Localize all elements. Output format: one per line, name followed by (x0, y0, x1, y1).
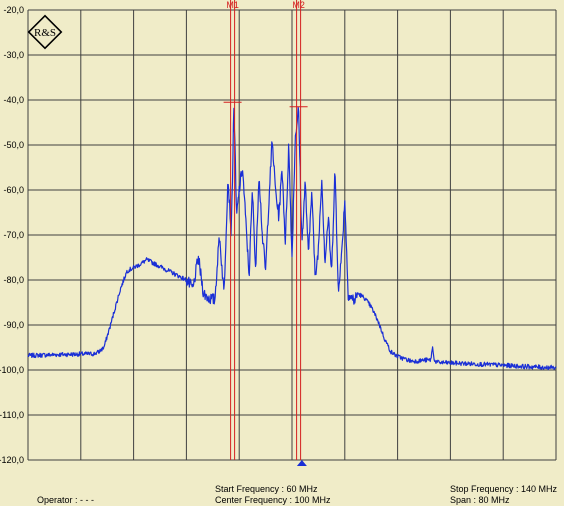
y-axis-tick-labels: -20,0 -30,0 -40,0 -50,0 -60,0 -70,0 -80,0 -90,0… (0, 5, 24, 465)
y-tick-label: -110,0 (0, 410, 24, 420)
marker-label: M1 (226, 0, 239, 10)
operator-label: Operator : - - - (37, 495, 95, 505)
marker-label: M2 (292, 0, 305, 10)
center-frequency: Center Frequency : 100 MHz (215, 495, 331, 505)
y-tick-label: -60,0 (3, 185, 24, 195)
y-tick-label: -100,0 (0, 365, 24, 375)
y-tick-label: -40,0 (3, 95, 24, 105)
y-tick-label: -80,0 (3, 275, 24, 285)
center-indicator (296, 460, 307, 466)
span: Span : 80 MHz (450, 495, 510, 505)
trace-line (27, 106, 557, 371)
y-tick-label: -70,0 (3, 230, 24, 240)
spectrum-trace (27, 106, 557, 371)
y-tick-label: -120,0 (0, 455, 24, 465)
y-tick-label: -20,0 (3, 5, 24, 15)
y-tick-label: -90,0 (3, 320, 24, 330)
rs-logo: R&S (27, 14, 63, 50)
plot-grid (27, 9, 557, 461)
y-tick-label: -50,0 (3, 140, 24, 150)
stop-frequency: Stop Frequency : 140 MHz (450, 484, 558, 494)
start-frequency: Start Frequency : 60 MHz (215, 484, 318, 494)
rs-logo-text: R&S (34, 27, 56, 39)
y-tick-label: -30,0 (3, 50, 24, 60)
center-frequency-indicator (296, 460, 307, 466)
marker-lines: M1 M2 (223, 0, 308, 460)
